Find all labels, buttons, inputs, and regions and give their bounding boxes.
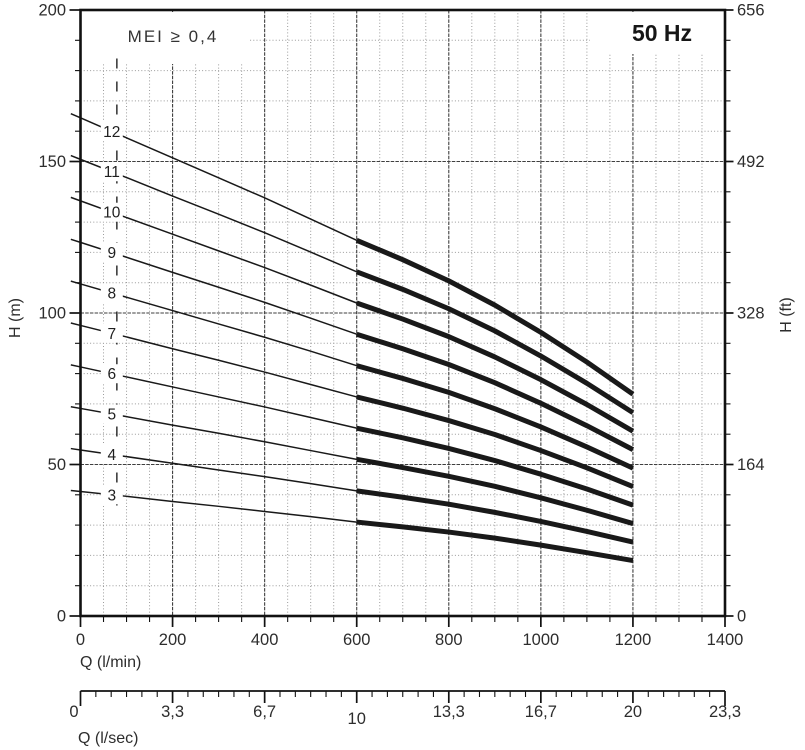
label-backgrounds <box>83 12 723 64</box>
y-right-tick-label: 492 <box>737 153 765 171</box>
curve-9-stages <box>70 238 635 452</box>
grid-major <box>80 10 725 616</box>
curve-label-5: 5 <box>107 407 116 424</box>
y-left-tick-label: 0 <box>57 608 66 626</box>
curve-label-9: 9 <box>107 245 116 262</box>
x-tick-label: 400 <box>251 631 279 649</box>
curve-8-stages <box>70 280 634 471</box>
x-secondary-tick-label: 6,7 <box>253 703 276 721</box>
curve-4-stages <box>70 447 634 545</box>
curve-5-stages <box>70 405 634 526</box>
x-tick-label: 1400 <box>707 631 744 649</box>
curve-label-8: 8 <box>107 285 116 302</box>
x-secondary-tick-label: 13,3 <box>433 703 465 721</box>
y-left-tick-label: 100 <box>38 305 66 323</box>
curve-label-6: 6 <box>107 366 116 383</box>
right-axis-title: H (ft) <box>778 297 795 333</box>
x-axis-secondary-title: Q (l/sec) <box>78 730 138 747</box>
x-tick-label: 600 <box>343 631 371 649</box>
x-secondary-tick-label: 3,3 <box>161 703 184 721</box>
mei-rating-label: MEI ≥ 0,4 <box>128 27 219 46</box>
x-tick-label: 800 <box>435 631 463 649</box>
curve-7-stages <box>70 322 634 489</box>
curve-12-stages <box>70 112 635 397</box>
curve-label-10: 10 <box>103 205 121 222</box>
y-left-tick-label: 50 <box>48 456 66 474</box>
x-tick-label: 0 <box>76 631 85 649</box>
y-right-tick-label: 164 <box>737 456 765 474</box>
frequency-label: 50 Hz <box>632 20 692 46</box>
left-axis-title: H (m) <box>7 298 24 338</box>
x-secondary-tick-label: 0 <box>69 703 78 721</box>
curve-3-stages <box>70 489 634 564</box>
x-axis-title: Q (l/min) <box>80 654 141 671</box>
curve-6-stages <box>70 364 634 508</box>
y-right-tick-label: 656 <box>737 2 765 20</box>
x-tick-label: 200 <box>159 631 187 649</box>
y-right-tick-label: 328 <box>737 305 765 323</box>
x-tick-label: 1000 <box>522 631 559 649</box>
curve-label-11: 11 <box>104 164 120 181</box>
x-secondary-tick-label: 10 <box>348 710 366 728</box>
secondary-axis: 0 3,3 6,7 10 13,3 16,7 20 23,3 <box>69 690 741 728</box>
y-left-tick-label: 150 <box>38 153 66 171</box>
x-tick-label: 1200 <box>615 631 652 649</box>
x-secondary-tick-label: 23,3 <box>709 703 741 721</box>
y-right-tick-label: 0 <box>737 608 746 626</box>
curve-labels: 3 4 5 6 7 8 9 10 11 12 <box>100 121 123 505</box>
curve-label-4: 4 <box>107 447 116 464</box>
curve-label-7: 7 <box>107 326 116 343</box>
curve-label-12: 12 <box>103 124 120 141</box>
y-left-tick-label: 200 <box>38 2 66 20</box>
x-secondary-tick-label: 16,7 <box>525 703 557 721</box>
curve-10-stages <box>70 196 635 434</box>
x-secondary-tick-label: 20 <box>624 703 642 721</box>
curve-11-stages <box>70 154 635 415</box>
curve-label-3: 3 <box>107 487 116 504</box>
